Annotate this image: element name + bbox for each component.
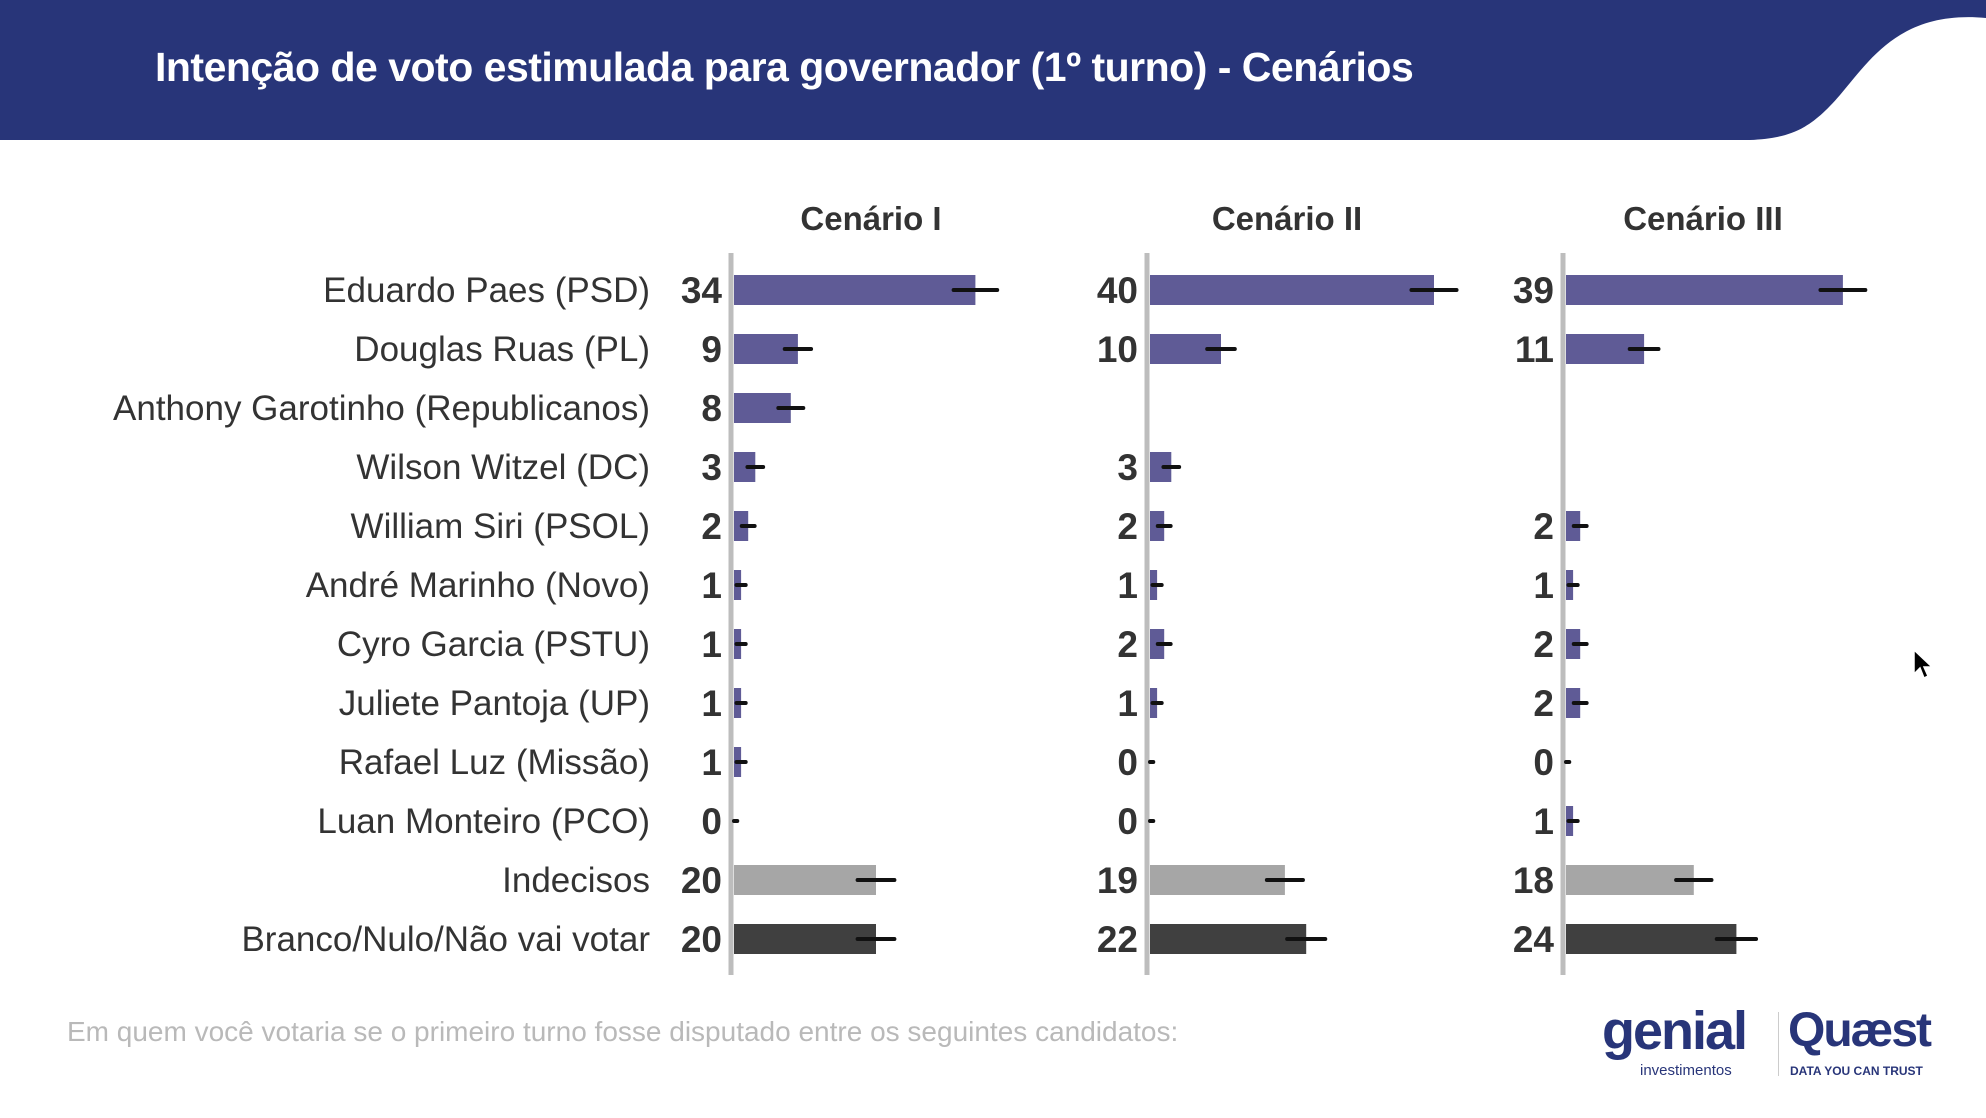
data-label: 2 [1117, 506, 1138, 547]
data-label: 2 [701, 506, 722, 547]
data-label: 1 [1117, 565, 1138, 606]
bar [1150, 452, 1172, 482]
data-label: 20 [681, 860, 722, 901]
category-label: Indecisos [502, 861, 650, 900]
bar [1150, 924, 1307, 954]
bar [734, 275, 976, 305]
logo: genial investimentos Quæst DATA YOU CAN … [1596, 1001, 1946, 1086]
bar [1150, 865, 1285, 895]
category-label: Anthony Garotinho (Republicanos) [113, 389, 650, 428]
category-label: André Marinho (Novo) [306, 566, 650, 605]
data-label: 1 [701, 683, 722, 724]
data-label: 18 [1513, 860, 1554, 901]
data-label: 0 [1117, 742, 1138, 783]
genial-logo: genial [1602, 1001, 1748, 1061]
data-label: 9 [701, 329, 722, 370]
category-label: Juliete Pantoja (UP) [339, 684, 650, 723]
genial-logo-sub: investimentos [1640, 1062, 1732, 1079]
bar [1566, 275, 1843, 305]
data-label: 0 [1117, 801, 1138, 842]
series-header: Cenário III [1623, 200, 1783, 237]
chart: Eduardo Paes (PSD) Douglas Ruas (PL) Antho… [113, 200, 1868, 975]
data-label: 0 [701, 801, 722, 842]
logo-divider [1778, 1012, 1779, 1076]
quaest-logo: Quæst [1788, 1004, 1932, 1057]
data-label: 40 [1097, 270, 1138, 311]
data-label: 24 [1513, 919, 1555, 960]
header-banner [0, 0, 1986, 140]
category-label: Rafael Luz (Missão) [339, 743, 650, 782]
data-label: 2 [1117, 624, 1138, 665]
data-label: 1 [701, 565, 722, 606]
bar [1150, 275, 1434, 305]
data-label: 3 [701, 447, 722, 488]
data-label: 11 [1515, 329, 1554, 370]
data-label: 10 [1097, 329, 1138, 370]
data-label: 1 [1533, 801, 1554, 842]
data-label: 19 [1097, 860, 1138, 901]
data-label: 0 [1533, 742, 1554, 783]
category-label: Cyro Garcia (PSTU) [337, 625, 650, 664]
data-label: 34 [681, 270, 723, 311]
data-label: 2 [1533, 506, 1554, 547]
data-label: 1 [1117, 683, 1138, 724]
category-label: Eduardo Paes (PSD) [323, 271, 650, 310]
series-header: Cenário II [1212, 200, 1362, 237]
series-header: Cenário I [800, 200, 941, 237]
data-label: 1 [701, 742, 722, 783]
data-label: 22 [1097, 919, 1138, 960]
category-label: William Siri (PSOL) [351, 507, 650, 546]
category-label: Branco/Nulo/Não vai votar [241, 920, 650, 959]
data-label: 2 [1533, 683, 1554, 724]
page-title: Intenção de voto estimulada para governa… [155, 44, 1414, 90]
bar [734, 924, 876, 954]
data-label: 3 [1117, 447, 1138, 488]
data-label: 20 [681, 919, 722, 960]
bar [1566, 865, 1694, 895]
bar [734, 452, 756, 482]
bar [734, 865, 876, 895]
data-label: 1 [701, 624, 722, 665]
data-label: 8 [701, 388, 722, 429]
mouse-cursor-icon [1913, 648, 1934, 680]
footnote: Em quem você votaria se o primeiro turno… [67, 1016, 1179, 1047]
data-label: 2 [1533, 624, 1554, 665]
quaest-logo-sub: DATA YOU CAN TRUST [1790, 1064, 1923, 1078]
category-label: Wilson Witzel (DC) [356, 448, 650, 487]
bar [1566, 924, 1737, 954]
data-label: 39 [1513, 270, 1554, 311]
category-label: Douglas Ruas (PL) [354, 330, 650, 369]
data-label: 1 [1533, 565, 1554, 606]
category-label: Luan Monteiro (PCO) [317, 802, 650, 841]
